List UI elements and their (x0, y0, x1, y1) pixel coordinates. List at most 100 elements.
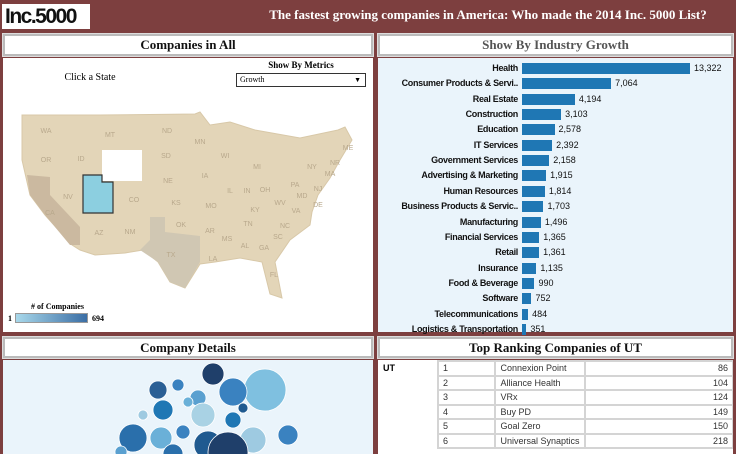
company-bubble[interactable] (218, 377, 248, 407)
bar[interactable] (522, 170, 547, 182)
metrics-select[interactable]: Growth ▼ (236, 73, 366, 87)
state-label-KS[interactable]: KS (171, 200, 181, 207)
bar[interactable] (522, 277, 535, 289)
state-label-LA[interactable]: LA (209, 256, 218, 263)
bar[interactable] (522, 323, 527, 335)
bar[interactable] (522, 93, 575, 105)
company-bubble[interactable] (152, 399, 174, 421)
state-label-MT[interactable]: MT (105, 132, 116, 139)
bar[interactable] (522, 78, 612, 90)
company-bubble[interactable] (277, 424, 299, 446)
state-label-MD[interactable]: MD (297, 193, 308, 200)
state-label-ND[interactable]: ND (162, 128, 172, 135)
company-bubble[interactable] (148, 380, 168, 400)
state-label-WA[interactable]: WA (40, 128, 51, 135)
bar[interactable] (522, 109, 562, 121)
bar[interactable] (522, 308, 529, 320)
state-label-ME[interactable]: ME (343, 145, 354, 152)
state-label-AZ[interactable]: AZ (95, 230, 105, 237)
state-label-NV[interactable]: NV (63, 194, 73, 201)
company-bubble[interactable] (149, 426, 173, 450)
state-label-NM[interactable]: NM (125, 229, 136, 236)
company-bubble[interactable] (137, 409, 149, 421)
bar[interactable] (522, 201, 544, 213)
table-row[interactable]: 6 Universal Synaptics 218 (436, 432, 733, 449)
table-row[interactable]: 5 Goal Zero 150 (436, 418, 733, 435)
ranking-state: UT (383, 363, 395, 373)
company-bubble[interactable] (224, 411, 242, 429)
company-bubble[interactable] (118, 423, 148, 453)
state-label-CO[interactable]: CO (129, 197, 140, 204)
state-label-AL[interactable]: AL (241, 243, 250, 250)
state-label-TN[interactable]: TN (243, 221, 252, 228)
state-label-NR[interactable]: NR (330, 160, 340, 167)
industry-chart: Health 13,322 Consumer Products & Servi.. 7… (378, 58, 733, 351)
company-bubble[interactable] (201, 362, 225, 386)
table-row[interactable]: 2 Alliance Health 104 (436, 374, 733, 391)
company-bubble[interactable] (190, 402, 216, 428)
company-bubble[interactable] (207, 431, 249, 454)
state-label-VA[interactable]: VA (292, 208, 301, 215)
state-label-PA[interactable]: PA (291, 182, 300, 189)
state-label-TX[interactable]: TX (167, 252, 176, 259)
company-bubble[interactable] (114, 445, 128, 454)
bar-label-cell: Government Services (378, 154, 518, 167)
bar[interactable] (522, 124, 555, 136)
bar-value: 13,322 (694, 63, 722, 73)
bar-label: Manufacturing (459, 216, 518, 227)
state-label-WV[interactable]: WV (274, 200, 286, 207)
table-row[interactable]: 3 VRx 124 (436, 389, 733, 406)
state-label-OH[interactable]: OH (260, 187, 271, 194)
state-label-NC[interactable]: NC (280, 223, 290, 230)
state-label-ID[interactable]: ID (78, 156, 85, 163)
bar[interactable] (522, 155, 550, 167)
state-label-MI[interactable]: MI (253, 164, 261, 171)
us-map[interactable]: WA MT ND MN WI MI ME NR NY MA OR ID SD IA NE PA NJ OH IN IL… (0, 0, 376, 332)
state-label-OK[interactable]: OK (176, 222, 186, 229)
state-label-MS[interactable]: MS (222, 236, 233, 243)
state-label-MA[interactable]: MA (325, 171, 336, 178)
chevron-down-icon: ▼ (354, 76, 361, 84)
state-label-NY[interactable]: NY (307, 164, 317, 171)
state-label-CA[interactable]: CA (45, 210, 55, 217)
state-label-NE[interactable]: NE (163, 178, 173, 185)
state-label-SD[interactable]: SD (161, 153, 171, 160)
bar-label-cell: Consumer Products & Servi.. (378, 77, 519, 90)
bar[interactable] (522, 293, 532, 305)
bar-value: 752 (535, 293, 551, 304)
state-label-SC[interactable]: SC (273, 234, 283, 241)
table-row[interactable]: 1 Connexion Point 86 (436, 360, 733, 377)
bubble-chart[interactable] (3, 360, 373, 454)
state-label-GA[interactable]: GA (259, 245, 269, 252)
bar-value: 1,915 (550, 170, 573, 181)
bar[interactable] (522, 247, 540, 259)
ranking-table-panel: UT 1 Connexion Point 86 2 Alliance Health 104… (378, 360, 733, 454)
state-label-WI[interactable]: WI (221, 153, 230, 160)
bar-label: Telecommunications (434, 308, 519, 319)
state-label-NJ[interactable]: NJ (314, 186, 323, 193)
state-label-OR[interactable]: OR (41, 157, 52, 164)
state-label-FL[interactable]: FL (270, 272, 278, 279)
click-state-hint: Click a State (64, 72, 116, 83)
company-bubble[interactable] (162, 443, 184, 454)
state-label-MN[interactable]: MN (195, 139, 206, 146)
company-bubble[interactable] (182, 396, 194, 408)
bar[interactable] (522, 231, 540, 243)
company-bubble[interactable] (237, 402, 249, 414)
state-label-IL[interactable]: IL (227, 188, 233, 195)
company-bubble[interactable] (175, 424, 191, 440)
bar[interactable] (522, 216, 541, 228)
state-label-IN[interactable]: IN (244, 188, 251, 195)
state-label-MO[interactable]: MO (205, 203, 217, 210)
state-label-KY[interactable]: KY (250, 207, 260, 214)
table-row[interactable]: 4 Buy PD 149 (436, 403, 733, 420)
state-label-AR[interactable]: AR (205, 228, 215, 235)
company-bubble[interactable] (243, 368, 287, 412)
state-label-IA[interactable]: IA (202, 173, 209, 180)
bar[interactable] (522, 262, 537, 274)
state-label-DE[interactable]: DE (313, 202, 323, 209)
bar[interactable] (522, 63, 690, 74)
company-bubble[interactable] (171, 378, 185, 392)
bar[interactable] (522, 185, 545, 197)
bar[interactable] (522, 139, 553, 151)
